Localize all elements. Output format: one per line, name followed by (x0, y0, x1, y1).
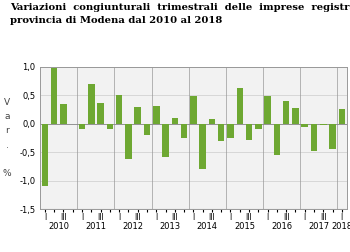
Bar (329, 124, 336, 149)
Bar (255, 124, 261, 130)
Bar (190, 97, 197, 124)
Bar (320, 124, 327, 125)
Bar (218, 124, 224, 141)
Text: 2016: 2016 (271, 222, 292, 231)
Bar (172, 118, 178, 124)
Bar (181, 124, 187, 138)
Bar (116, 95, 122, 124)
Bar (264, 97, 271, 124)
Bar (283, 101, 289, 124)
Text: 2011: 2011 (85, 222, 106, 231)
Bar (246, 124, 252, 140)
Text: 2018: 2018 (331, 222, 350, 231)
Bar (301, 124, 308, 127)
Bar (51, 69, 57, 124)
Bar (42, 124, 48, 186)
Text: 2012: 2012 (122, 222, 144, 231)
Bar (338, 109, 345, 124)
Text: a: a (4, 112, 10, 121)
Bar (79, 124, 85, 130)
Bar (292, 108, 299, 124)
Text: r: r (5, 126, 9, 135)
Text: provincia di Modena dal 2010 al 2018: provincia di Modena dal 2010 al 2018 (10, 16, 223, 25)
Bar (125, 124, 132, 159)
Bar (227, 124, 234, 138)
Bar (274, 124, 280, 155)
Bar (209, 119, 215, 124)
Bar (97, 103, 104, 124)
Bar (153, 106, 160, 124)
Text: .: . (6, 141, 8, 150)
Bar (60, 104, 67, 124)
Bar (311, 124, 317, 151)
Text: Variazioni  congiunturali  trimestrali  delle  imprese  registrate  in: Variazioni congiunturali trimestrali del… (10, 3, 350, 12)
Text: 2017: 2017 (308, 222, 329, 231)
Text: %: % (3, 169, 11, 178)
Bar (162, 124, 169, 157)
Text: 2013: 2013 (160, 222, 181, 231)
Bar (134, 107, 141, 124)
Text: 2010: 2010 (48, 222, 69, 231)
Bar (199, 124, 206, 169)
Bar (237, 88, 243, 124)
Text: 2014: 2014 (197, 222, 218, 231)
Bar (144, 124, 150, 135)
Bar (88, 84, 95, 124)
Text: 2015: 2015 (234, 222, 255, 231)
Bar (107, 124, 113, 130)
Text: V: V (4, 98, 10, 107)
